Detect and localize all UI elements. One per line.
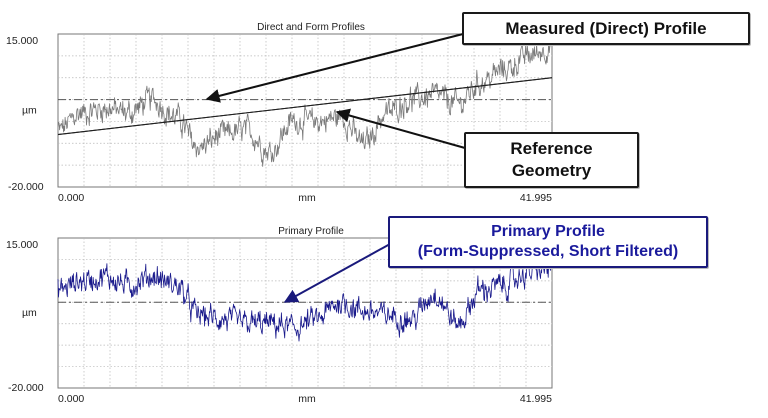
primary-ytick-bottom: -20.000 bbox=[8, 382, 44, 394]
callout-reference-line2: Geometry bbox=[511, 161, 592, 180]
direct-ylabel: µm bbox=[22, 105, 37, 117]
callout-primary-profile: Primary Profile (Form-Suppressed, Short … bbox=[388, 216, 708, 268]
primary-ytick-top: 15.000 bbox=[6, 239, 38, 251]
direct-grid bbox=[58, 34, 552, 187]
direct-ytick-bottom: -20.000 bbox=[8, 181, 44, 193]
direct-form-chart: Direct and Form Profiles 15.000 -20.000 µm 0… bbox=[6, 22, 553, 204]
callout-measured-text: Measured (Direct) Profile bbox=[505, 18, 707, 38]
direct-series-reference-overlay bbox=[57, 77, 553, 136]
arrow-measured bbox=[205, 33, 464, 103]
callout-reference-geometry: Reference Geometry bbox=[464, 132, 639, 188]
primary-chart-title: Primary Profile bbox=[278, 226, 344, 237]
direct-ytick-top: 15.000 bbox=[6, 35, 38, 47]
callout-reference-line1: Reference bbox=[510, 139, 593, 158]
arrow-primary bbox=[283, 243, 391, 303]
primary-ylabel: µm bbox=[22, 307, 37, 319]
callout-primary-line1: Primary Profile bbox=[491, 223, 605, 240]
primary-series-primary bbox=[57, 257, 553, 342]
direct-xtick-start: 0.000 bbox=[58, 192, 84, 204]
direct-xlabel: mm bbox=[298, 192, 316, 204]
primary-xtick-end: 41.995 bbox=[520, 393, 552, 405]
direct-series-measured bbox=[57, 35, 553, 167]
primary-xlabel: mm bbox=[298, 393, 316, 405]
direct-xtick-end: 41.995 bbox=[520, 192, 552, 204]
callout-primary-line2: (Form-Suppressed, Short Filtered) bbox=[417, 243, 679, 260]
callout-measured-profile: Measured (Direct) Profile bbox=[462, 12, 750, 45]
primary-xtick-start: 0.000 bbox=[58, 393, 84, 405]
arrow-reference bbox=[335, 108, 466, 149]
direct-chart-title: Direct and Form Profiles bbox=[257, 22, 365, 33]
annotation-arrows bbox=[205, 33, 466, 303]
